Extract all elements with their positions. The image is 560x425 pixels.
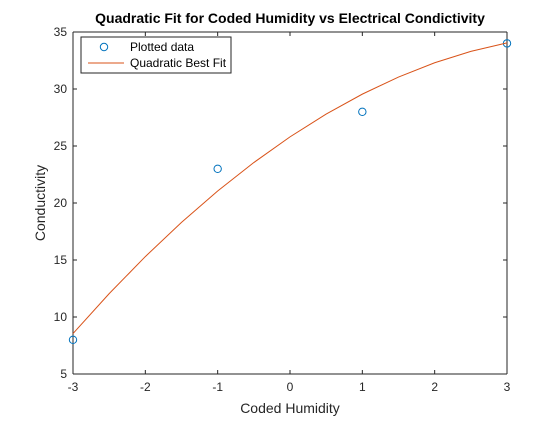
legend-label-plotted-data: Plotted data [130,40,194,54]
data-point [68,335,78,344]
y-tick-label: 20 [54,196,68,210]
x-tick-label: -2 [140,380,151,394]
legend-label-best-fit: Quadratic Best Fit [130,56,227,70]
y-tick-label: 15 [54,253,68,267]
y-tick-label: 5 [60,367,67,381]
y-tick-label: 30 [54,82,68,96]
plot-area [73,32,507,374]
x-tick-label: 2 [431,380,438,394]
x-axis-label: Coded Humidity [240,400,340,416]
data-point [213,164,222,174]
best-fit-curve [72,42,508,334]
legend: Plotted data Quadratic Best Fit [80,36,232,74]
x-tick-label: 3 [504,380,511,394]
data-point [358,107,367,117]
y-tick-label: 35 [54,25,68,39]
x-tick-label: -1 [212,380,223,394]
x-tick-label: -3 [68,380,79,394]
legend-box [80,36,232,74]
y-axis-label: Conductivity [32,165,48,241]
x-tick-label: 0 [287,380,294,394]
y-tick-label: 10 [54,310,68,324]
chart-title: Quadratic Fit for Coded Humidity vs Elec… [95,10,485,26]
legend-marker-circle [99,42,109,52]
y-tick-label: 25 [54,139,68,153]
x-tick-label: 1 [359,380,366,394]
plot-series [68,39,512,344]
